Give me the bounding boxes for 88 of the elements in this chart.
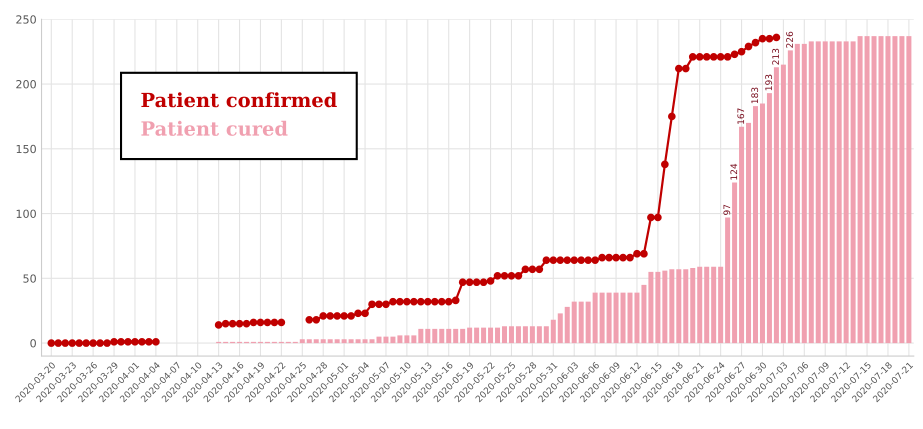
bar [858,36,863,344]
bar [356,339,361,344]
bar [774,67,779,344]
bar [662,270,668,344]
bar [780,64,786,344]
bar [739,126,744,344]
bar [508,326,514,344]
bar [899,36,904,344]
bar [397,335,402,344]
bar [544,326,549,344]
bar [606,292,612,344]
bar [300,339,305,344]
data-label: 193 [765,74,772,90]
bar [342,339,347,344]
bar [752,106,758,344]
bar [864,36,870,344]
bar [334,339,340,344]
bar [732,182,738,344]
bar [370,339,375,344]
bar [794,44,800,344]
bar [676,269,682,344]
bar [711,266,716,344]
y-tick-label: 200 [16,80,36,88]
bar [788,50,793,344]
bar [488,328,494,344]
bar [718,266,724,344]
bar [586,302,591,344]
bar [550,320,556,344]
bar [878,36,884,344]
bar [844,41,849,344]
data-label: 167 [737,108,744,124]
bar [481,328,486,344]
bar [766,93,772,344]
bar [530,326,535,344]
bar [411,335,416,344]
bar [376,336,382,344]
y-tick-label: 150 [16,144,36,154]
bar [614,292,619,344]
bar [600,292,605,344]
bar [850,41,856,344]
bar [516,326,521,344]
data-label: 226 [786,32,793,48]
y-tick-label: 50 [23,274,36,283]
bar [390,336,396,344]
bar [746,122,752,344]
data-label: 213 [772,48,780,65]
bar [641,284,646,344]
bar [627,292,633,344]
y-tick-label: 0 [30,339,36,348]
bar [885,36,890,344]
text: Patient confirmed [141,92,337,108]
bar [669,269,674,344]
bar [383,336,388,344]
bar [425,328,430,344]
bar [362,339,368,344]
bar [830,41,835,344]
bar [760,103,765,344]
bar [578,302,584,344]
bar [467,328,472,344]
bar [453,328,458,344]
bar [634,292,640,344]
data-label: 97 [723,204,730,215]
bar [460,328,466,344]
y-tick-label: 250 [16,15,36,24]
bar [495,328,500,344]
bar [348,339,354,344]
bar [704,266,710,344]
bar [906,36,912,344]
bar [592,292,598,344]
bar [536,326,542,344]
bar [328,339,333,344]
bar [620,292,626,344]
bar [725,217,730,344]
bar [648,272,654,344]
bar [802,44,807,344]
text: Patient cured [141,120,288,136]
bar [872,36,877,344]
data-label: 124 [730,164,738,180]
bar [404,335,410,344]
data-label: 183 [751,88,758,104]
bar [502,326,508,344]
bar [418,328,424,344]
y-tick-label: 100 [16,210,36,218]
bar [474,328,480,344]
bar [836,41,842,344]
bar [655,272,660,344]
bar [522,326,528,344]
bar [892,36,898,344]
